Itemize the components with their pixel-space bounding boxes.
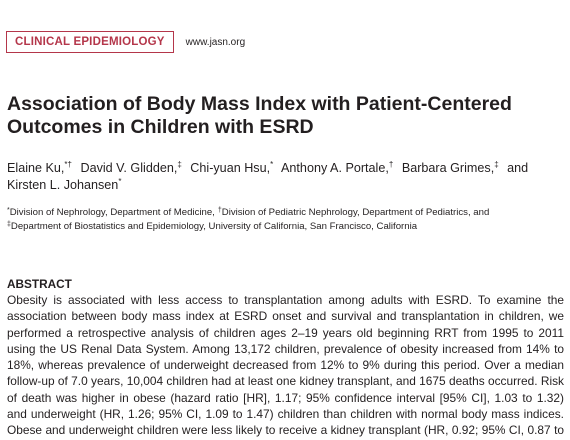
affiliation-mark: *: [7, 207, 10, 214]
author-name: and: [507, 161, 529, 175]
author-name: David V. Glidden,: [80, 161, 178, 175]
affiliation-mark: †: [217, 207, 222, 214]
author-marks: †: [388, 160, 394, 169]
affiliation: ‡Department of Biostatistics and Epidemi…: [7, 220, 567, 234]
affiliation: †Division of Pediatric Nephrology, Depar…: [218, 207, 489, 218]
abstract-heading: ABSTRACT: [7, 277, 72, 291]
author-marks: *: [270, 160, 274, 169]
authors: Elaine Ku,*† David V. Glidden,‡ Chi-yuan…: [7, 160, 567, 194]
author-marks: ‡: [177, 160, 182, 169]
author: Anthony A. Portale,†: [281, 160, 394, 176]
author-marks: *: [118, 177, 122, 186]
author: Elaine Ku,*†: [7, 160, 72, 176]
author-marks: ‡: [494, 160, 499, 169]
title-line: Association of Body Mass Index with Pati…: [7, 93, 512, 115]
header: CLINICAL EPIDEMIOLOGY www.jasn.org: [6, 31, 245, 53]
author-name: Elaine Ku,: [7, 161, 65, 175]
author: Kirsten L. Johansen*: [7, 177, 122, 193]
affiliation-text: Division of Pediatric Nephrology, Depart…: [221, 207, 490, 218]
author-name: Barbara Grimes,: [401, 161, 495, 175]
title: Association of Body Mass Index with Pati…: [7, 93, 512, 139]
affiliation-text: Division of Nephrology, Department of Me…: [9, 207, 215, 218]
author-name: Chi-yuan Hsu,: [190, 161, 271, 175]
author: and: [507, 161, 528, 175]
affiliations: *Division of Nephrology, Department of M…: [7, 206, 567, 234]
affiliation-text: Department of Biostatistics and Epidemio…: [10, 221, 418, 232]
author-name: Kirsten L. Johansen: [7, 178, 119, 192]
affiliation-mark: ‡: [7, 221, 11, 228]
author-name: Anthony A. Portale,: [281, 161, 389, 175]
author: Chi-yuan Hsu,*: [190, 160, 274, 176]
affiliation: *Division of Nephrology, Department of M…: [7, 207, 215, 218]
abstract-text: Obesity is associated with less access t…: [7, 293, 564, 440]
title-line: Outcomes in Children with ESRD: [7, 116, 314, 138]
section-label: CLINICAL EPIDEMIOLOGY: [6, 31, 174, 53]
author: David V. Glidden,‡: [80, 160, 182, 176]
journal-url: www.jasn.org: [185, 36, 246, 48]
author: Barbara Grimes,‡: [401, 160, 499, 176]
author-marks: *†: [64, 160, 72, 169]
